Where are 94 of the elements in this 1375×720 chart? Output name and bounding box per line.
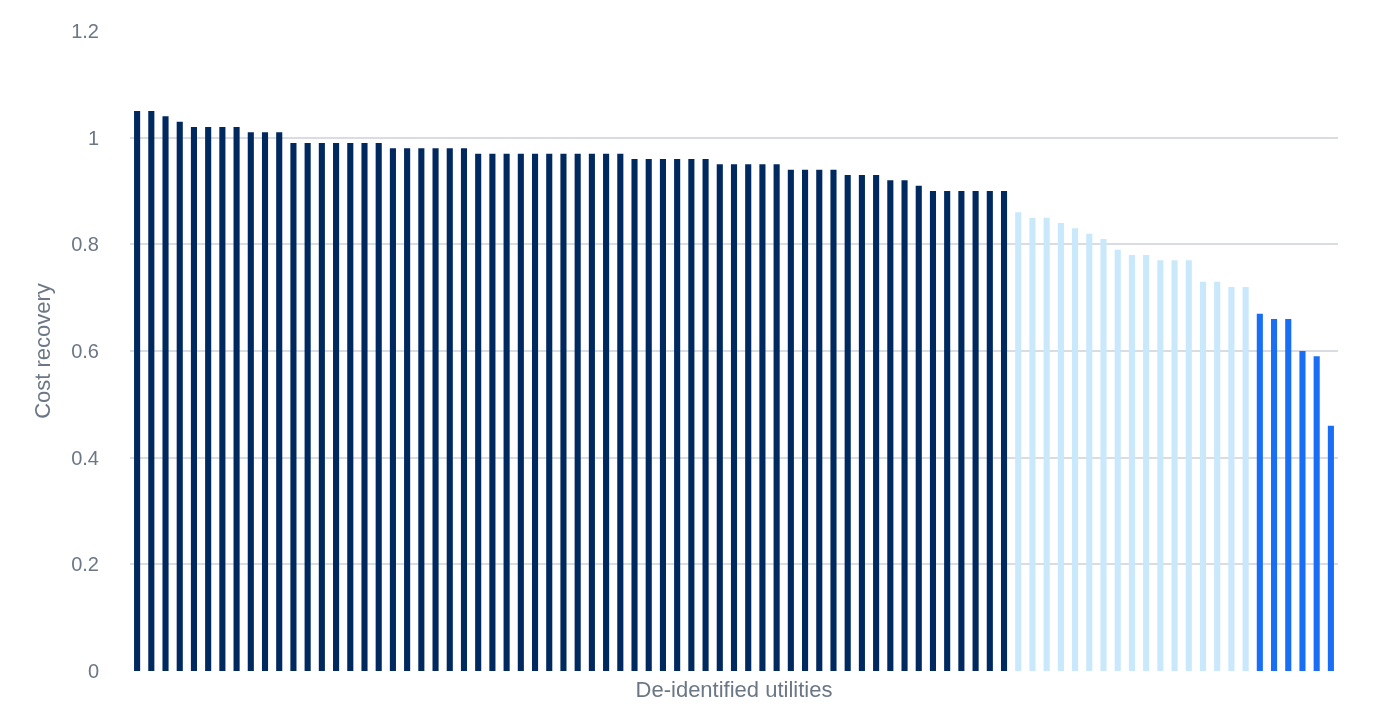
bar [162, 116, 169, 671]
bar [389, 148, 396, 671]
bar [1242, 287, 1249, 671]
bar [176, 121, 183, 671]
bar [929, 191, 937, 671]
bar [1000, 191, 1008, 671]
bar [418, 148, 425, 671]
bar [304, 143, 311, 671]
bar [901, 180, 908, 671]
bar [1100, 239, 1107, 671]
bar [1270, 319, 1278, 671]
bar [730, 164, 738, 671]
bar [546, 153, 553, 671]
bar [1029, 217, 1036, 671]
bar [404, 148, 411, 671]
bar [1057, 223, 1064, 671]
bar [1228, 287, 1235, 671]
y-tick-label: 1.2 [71, 20, 99, 42]
bar [489, 153, 496, 671]
bar [219, 127, 226, 671]
bar [645, 159, 652, 671]
bar [802, 169, 809, 671]
bar [1072, 228, 1079, 671]
bar [787, 169, 794, 671]
y-tick-label: 0 [87, 660, 99, 682]
x-axis-title: De-identified utilities [635, 676, 833, 702]
bar [290, 143, 297, 671]
bar [318, 143, 325, 671]
bar [1171, 260, 1178, 671]
bar [432, 148, 439, 671]
bar [858, 175, 865, 671]
bar [333, 143, 340, 671]
bar [1185, 260, 1192, 671]
bar [475, 153, 482, 671]
bar [574, 153, 581, 671]
bar [247, 132, 254, 671]
bar [261, 132, 269, 671]
bar [233, 127, 240, 671]
bar [702, 159, 709, 671]
bar [1114, 249, 1121, 671]
bar [1015, 212, 1022, 671]
bar [972, 191, 979, 671]
bar [560, 153, 567, 671]
bar [716, 164, 723, 671]
bar [1214, 281, 1221, 671]
bar [361, 143, 368, 671]
y-tick-label: 0.8 [71, 233, 99, 256]
bar [517, 153, 524, 671]
bar [1043, 217, 1050, 671]
bar [190, 127, 198, 671]
bar [773, 164, 780, 671]
bar [844, 175, 851, 671]
bar [887, 180, 894, 671]
bar [460, 148, 468, 671]
bar [944, 191, 951, 671]
bar [986, 191, 993, 671]
bar [617, 153, 624, 671]
bar [830, 169, 837, 671]
bar [745, 164, 752, 671]
y-axis-title: Cost recovery [29, 283, 55, 419]
bar [1086, 233, 1093, 671]
bar [276, 132, 283, 671]
bar [674, 159, 681, 671]
bar [503, 153, 510, 671]
bar [1299, 351, 1306, 671]
bar [446, 148, 453, 671]
bar [1128, 255, 1135, 671]
bar [1313, 356, 1320, 671]
bar [958, 191, 965, 671]
bar [688, 159, 695, 671]
bar [759, 164, 766, 671]
bar [1143, 255, 1150, 671]
y-tick-label: 0.6 [71, 340, 99, 362]
bar [347, 143, 354, 671]
bar [603, 153, 610, 671]
bar [631, 159, 638, 671]
bar [1256, 313, 1263, 671]
bar [134, 111, 141, 671]
bar [816, 169, 823, 671]
bar [1285, 319, 1292, 671]
bar [531, 153, 539, 671]
bar [148, 111, 155, 671]
bar [375, 143, 382, 671]
bar [873, 175, 880, 671]
bar [1327, 425, 1334, 671]
y-tick-label: 1 [87, 126, 99, 149]
y-tick-label: 0.4 [71, 446, 99, 469]
bar [1199, 281, 1207, 671]
bar [915, 185, 922, 671]
bar [659, 159, 666, 671]
y-tick-label: 0.2 [71, 553, 99, 576]
bar [1157, 260, 1164, 671]
bar [205, 127, 212, 671]
bar [588, 153, 595, 671]
